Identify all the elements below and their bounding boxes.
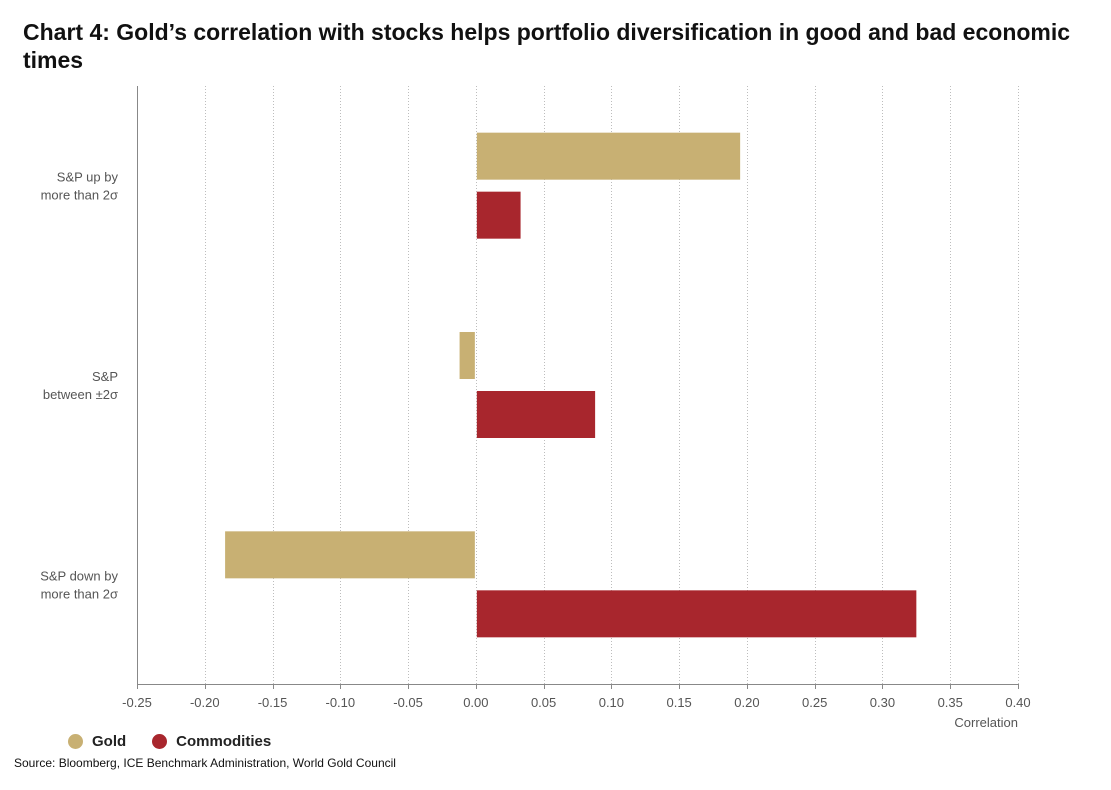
- legend-item-commodities: Commodities: [152, 733, 271, 750]
- x-tick-label: 0.25: [802, 695, 827, 710]
- bar-gold: [225, 531, 475, 579]
- bar-gold: [459, 332, 475, 379]
- category-labels: S&P up by more than 2σ S&P between ±2σ S&P d…: [40, 170, 118, 602]
- x-tick-labels: -0.25 -0.20 -0.15 -0.10 -0.05 0.00 0.05 0.10 0.1…: [122, 695, 1030, 710]
- x-tick-label: 0.30: [870, 695, 895, 710]
- x-tick-label: -0.25: [122, 695, 152, 710]
- x-tick-label: 0.00: [463, 695, 488, 710]
- source-note: Source: Bloomberg, ICE Benchmark Adminis…: [14, 756, 396, 770]
- bar-commodities: [476, 391, 596, 438]
- x-tick-label: 0.15: [666, 695, 691, 710]
- bars: [225, 132, 917, 638]
- gridlines: [205, 86, 1019, 684]
- x-tick-label: -0.05: [393, 695, 423, 710]
- legend-swatch-gold: [68, 734, 83, 749]
- category-label: S&P between ±2σ: [43, 369, 118, 402]
- x-tick-label: 0.40: [1005, 695, 1030, 710]
- x-tick-label: 0.10: [599, 695, 624, 710]
- x-axis-label: Correlation: [954, 715, 1018, 730]
- axes: [137, 86, 1019, 689]
- legend-item-gold: Gold: [68, 733, 126, 750]
- x-tick-label: 0.20: [734, 695, 759, 710]
- legend-label-commodities: Commodities: [176, 733, 272, 750]
- category-label: S&P down by more than 2σ: [40, 568, 118, 601]
- bar-gold: [476, 132, 741, 180]
- chart-title: Chart 4: Gold’s correlation with stocks …: [23, 19, 1071, 73]
- legend-swatch-commodities: [152, 734, 168, 749]
- legend-label-gold: Gold: [92, 733, 127, 750]
- bar-commodities: [476, 590, 917, 638]
- x-tick-label: -0.15: [258, 695, 288, 710]
- x-tick-label: -0.10: [325, 695, 355, 710]
- x-tick-label: 0.35: [938, 695, 963, 710]
- x-tick-label: -0.20: [190, 695, 220, 710]
- category-label: S&P up by more than 2σ: [41, 170, 119, 203]
- legend: Gold Commodities: [68, 733, 297, 750]
- bar-commodities: [476, 191, 521, 239]
- x-tick-label: 0.05: [531, 695, 556, 710]
